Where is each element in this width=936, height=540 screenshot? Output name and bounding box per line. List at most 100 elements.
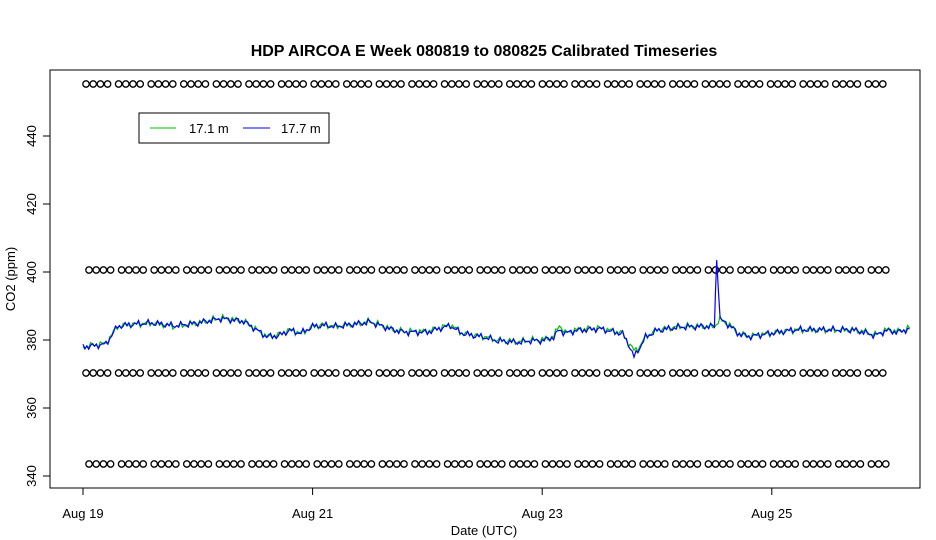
marker-circle: [462, 369, 471, 377]
marker-circle: [813, 80, 822, 88]
marker-circle: [520, 369, 529, 377]
marker-circle: [867, 266, 876, 274]
marker-circle: [219, 369, 228, 377]
marker-circle: [839, 369, 847, 377]
marker-circle: [215, 460, 224, 468]
marker-circle: [197, 460, 206, 468]
marker-circle: [92, 266, 101, 274]
marker-circle: [791, 266, 800, 274]
marker-circle: [874, 266, 883, 274]
marker-circle: [313, 266, 322, 274]
y-tick-label: 380: [24, 329, 39, 351]
marker-circle: [545, 369, 554, 377]
marker-circle: [483, 460, 492, 468]
marker-circle: [737, 460, 745, 468]
marker-circle: [820, 369, 829, 377]
marker-circle: [331, 369, 340, 377]
marker-circle: [411, 460, 419, 468]
marker-circle: [538, 80, 547, 88]
marker-circle: [262, 266, 271, 274]
marker-circle: [222, 266, 231, 274]
marker-circle: [455, 80, 463, 88]
marker-circle: [443, 266, 452, 274]
marker-circle: [124, 266, 133, 274]
series-layer: [82, 260, 911, 360]
marker-circle: [878, 369, 887, 377]
marker-circle: [683, 369, 692, 377]
marker-circle: [259, 80, 268, 88]
marker-circle: [715, 369, 724, 377]
marker-circle: [248, 460, 256, 468]
marker-circle: [776, 266, 785, 274]
marker-circle: [150, 460, 159, 468]
marker-circle: [277, 369, 286, 377]
marker-circle: [287, 460, 296, 468]
marker-circle: [788, 369, 797, 377]
marker-circle: [610, 80, 619, 88]
marker-circle: [190, 266, 198, 274]
marker-circle: [284, 369, 293, 377]
marker-circle: [136, 369, 145, 377]
marker-circle: [295, 460, 303, 468]
marker-circle: [776, 460, 785, 468]
marker-circle: [653, 266, 662, 274]
marker-circle: [650, 80, 659, 88]
y-tick-label: 340: [24, 465, 39, 487]
marker-circle: [476, 266, 485, 274]
y-tick-label: 440: [24, 125, 39, 147]
marker-circle: [266, 369, 275, 377]
marker-circle: [748, 80, 757, 88]
marker-circle: [613, 266, 622, 274]
marker-circle: [194, 369, 203, 377]
marker-circle: [465, 266, 474, 274]
marker-circle: [92, 460, 101, 468]
marker-circle: [625, 80, 634, 88]
marker-circle: [842, 266, 850, 274]
marker-circle: [385, 266, 394, 274]
marker-circle: [639, 460, 648, 468]
marker-circle: [129, 369, 137, 377]
marker-circle: [849, 460, 858, 468]
marker-circle: [476, 460, 485, 468]
marker-circle: [89, 369, 98, 377]
marker-circle: [212, 80, 221, 88]
marker-circle: [117, 460, 126, 468]
marker-circle: [320, 266, 329, 274]
marker-circle: [541, 266, 550, 274]
marker-circle: [375, 369, 384, 377]
marker-circle: [834, 266, 843, 274]
marker-circle: [864, 80, 873, 88]
marker-circle: [310, 80, 319, 88]
marker-circle: [226, 80, 235, 88]
marker-circle: [686, 266, 695, 274]
marker-circle: [643, 80, 652, 88]
marker-circle: [164, 460, 173, 468]
marker-circle: [440, 80, 449, 88]
marker-circle: [643, 369, 652, 377]
marker-circle: [161, 369, 170, 377]
marker-circle: [458, 266, 466, 274]
marker-circle: [310, 369, 319, 377]
marker-circle: [287, 266, 296, 274]
marker-circle: [382, 369, 391, 377]
marker-circle: [816, 460, 825, 468]
marker-circle: [252, 369, 261, 377]
marker-circle: [560, 369, 568, 377]
x-tick-label: Aug 25: [751, 506, 792, 521]
marker-circle: [389, 80, 398, 88]
marker-circle: [360, 460, 369, 468]
marker-circle: [397, 369, 405, 377]
marker-circle: [262, 460, 271, 468]
marker-circle: [704, 460, 713, 468]
marker-circle: [408, 80, 416, 88]
y-axis: 340 360 380 400 420 440: [24, 125, 51, 487]
marker-circle: [432, 460, 441, 468]
marker-circle: [701, 80, 710, 88]
marker-circle: [552, 369, 561, 377]
marker-circle: [490, 460, 499, 468]
marker-circle: [432, 266, 441, 274]
marker-circle: [766, 369, 775, 377]
marker-circle: [342, 80, 351, 88]
marker-circle: [548, 460, 557, 468]
marker-circle: [85, 460, 93, 468]
